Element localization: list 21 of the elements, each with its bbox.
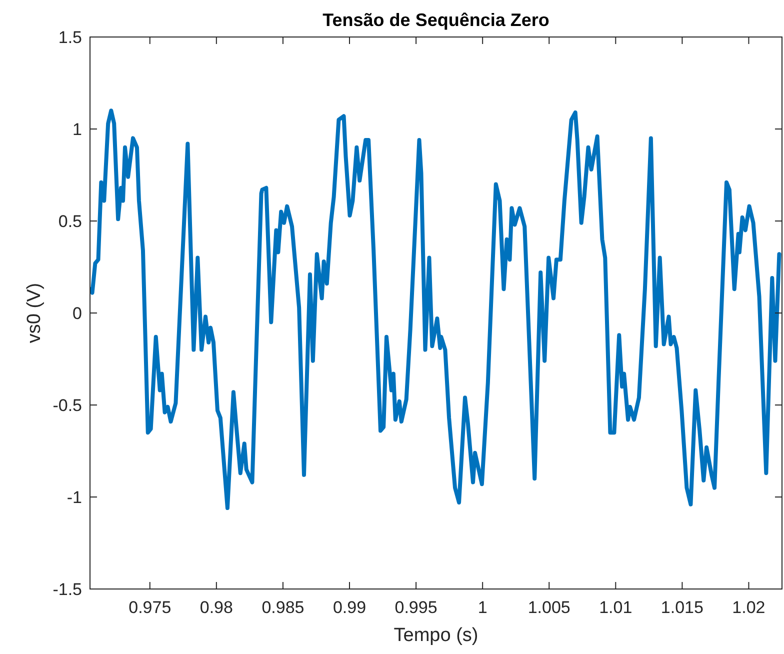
x-tick-label: 0.985 [262, 598, 304, 617]
y-tick-label: 0.5 [58, 212, 82, 231]
x-tick-label: 1 [478, 598, 488, 617]
y-tick-label: -0.5 [52, 396, 82, 415]
x-tick-label: 0.99 [332, 598, 366, 617]
x-axis-title: Tempo (s) [394, 625, 478, 646]
y-tick-label: -1 [66, 488, 82, 507]
x-tick-label: 1.015 [660, 598, 704, 617]
x-tick-label: 0.98 [200, 598, 233, 617]
y-tick-label: -1.5 [52, 580, 82, 599]
x-tick-label: 0.995 [394, 598, 438, 617]
x-tick-label: 1.005 [528, 598, 570, 617]
y-axis-title: vs0 (V) [24, 282, 45, 344]
x-tick-label: 1.01 [599, 598, 632, 617]
y-tick-label: 1.5 [58, 28, 82, 47]
y-tick-label: 1 [72, 120, 82, 139]
chart-title: Tensão de Sequência Zero [322, 10, 550, 30]
x-tick-label: 1.02 [732, 598, 766, 617]
line-series [90, 108, 782, 510]
y-tick-label: 0 [72, 304, 82, 323]
x-tick-label: 0.975 [128, 598, 172, 617]
